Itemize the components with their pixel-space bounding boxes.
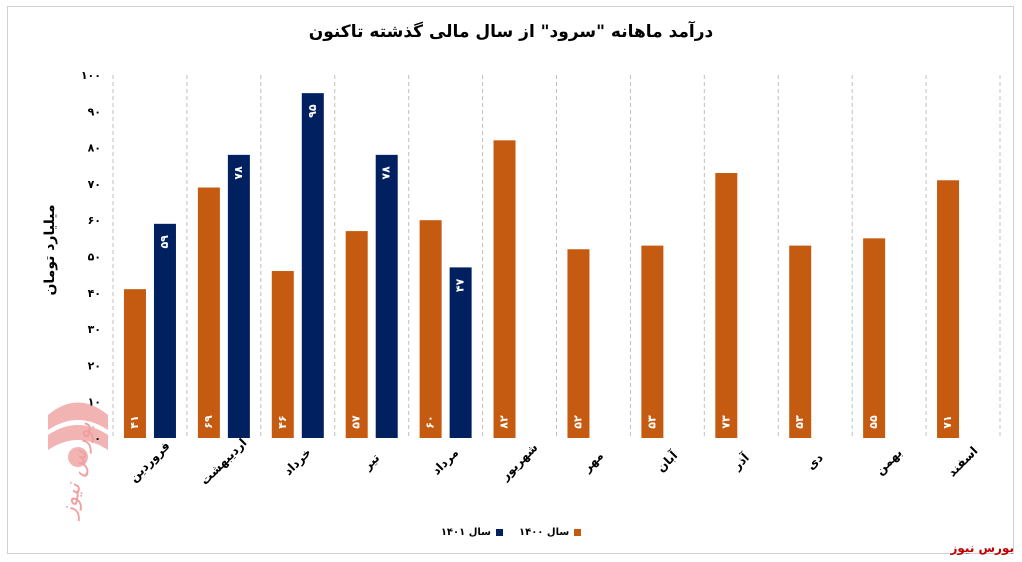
bar-s0-7 xyxy=(641,245,664,438)
legend-item-1400: سال ۱۴۰۰ xyxy=(519,527,582,538)
x-tick-label-0: فروردین xyxy=(127,439,174,486)
y-tick-label-7: ۷۰ xyxy=(88,178,101,191)
y-tick-label-0: ۰ xyxy=(94,432,101,445)
x-tick-label-1: اردیبهشت xyxy=(198,436,250,488)
y-tick-label-6: ۶۰ xyxy=(88,214,101,227)
bar-label-s0-1: ۶۹ xyxy=(202,415,215,429)
bar-s0-0 xyxy=(123,289,146,438)
bar-label-s0-6: ۵۲ xyxy=(571,415,584,429)
y-tick-label-3: ۳۰ xyxy=(88,323,101,336)
x-tick-label-3: تیر xyxy=(360,451,383,474)
bar-s0-6 xyxy=(567,249,590,438)
x-tick-label-2: خرداد xyxy=(281,445,314,478)
bar-s0-9 xyxy=(789,245,812,438)
bar-s0-11 xyxy=(937,180,960,438)
bar-s0-10 xyxy=(863,238,886,438)
watermark-logo-icon xyxy=(48,402,108,467)
y-tick-label-1: ۱۰ xyxy=(88,396,101,409)
bar-label-s1-1: ۷۸ xyxy=(232,166,245,180)
bar-s1-2 xyxy=(301,93,324,439)
bar-label-s1-3: ۷۸ xyxy=(380,166,393,180)
bar-label-s0-2: ۴۶ xyxy=(276,415,289,428)
chart-legend: سال ۱۴۰۰ سال ۱۴۰۱ xyxy=(0,527,1022,538)
bar-s0-5 xyxy=(493,140,516,438)
legend-swatch-1400 xyxy=(574,529,582,536)
legend-item-1401: سال ۱۴۰۱ xyxy=(441,527,503,538)
bar-label-s1-2: ۹۵ xyxy=(306,104,319,118)
brand-footer: بورس نیوز xyxy=(950,541,1014,555)
bar-label-s1-0: ۵۹ xyxy=(158,235,171,249)
chart-frame xyxy=(7,6,1014,554)
bar-s1-1 xyxy=(227,154,250,439)
y-tick-label-5: ۵۰ xyxy=(88,251,101,264)
legend-label-1400: سال ۱۴۰۰ xyxy=(519,527,570,538)
legend-label-1401: سال ۱۴۰۱ xyxy=(440,527,491,538)
bar-label-s0-5: ۸۲ xyxy=(498,415,511,429)
bar-label-s0-10: ۵۵ xyxy=(867,415,880,429)
legend-swatch-1401 xyxy=(496,529,503,536)
bar-s0-8 xyxy=(715,173,738,438)
bar-s0-1 xyxy=(197,187,220,438)
bar-label-s0-4: ۶۰ xyxy=(424,415,437,428)
x-tick-label-7: آبان xyxy=(653,447,681,475)
y-tick-label-8: ۸۰ xyxy=(88,142,101,155)
x-tick-label-9: دی xyxy=(804,451,826,473)
chart-title: درآمد ماهانه "سرود" از سال مالی گذشته تا… xyxy=(308,22,714,42)
x-tick-label-6: مهر xyxy=(579,449,606,476)
x-tick-label-4: مرداد xyxy=(429,446,461,478)
bar-s1-0 xyxy=(153,223,176,438)
x-tick-label-8: آذر xyxy=(728,449,752,473)
x-tick-label-11: اسفند xyxy=(945,444,981,480)
bar-label-s0-11: ۷۱ xyxy=(941,415,954,428)
y-tick-label-10: ۱۰۰ xyxy=(81,69,101,82)
bar-s0-4 xyxy=(419,220,442,438)
y-tick-label-9: ۹۰ xyxy=(88,105,101,118)
bar-s1-3 xyxy=(375,154,398,439)
bar-label-s0-9: ۵۳ xyxy=(793,415,806,429)
bar-s0-3 xyxy=(345,231,368,438)
y-tick-label-4: ۴۰ xyxy=(88,287,101,300)
bar-s0-2 xyxy=(271,271,294,438)
bar-label-s0-7: ۵۳ xyxy=(645,415,658,429)
bar-label-s0-3: ۵۷ xyxy=(350,415,363,429)
bar-label-s0-8: ۷۳ xyxy=(719,415,732,429)
x-tick-label-5: شهریور xyxy=(497,440,541,484)
bar-s1-4 xyxy=(449,267,472,438)
y-tick-label-2: ۲۰ xyxy=(88,359,101,372)
bar-label-s0-0: ۴۱ xyxy=(128,415,141,428)
x-tick-label-10: بهمن xyxy=(873,446,905,478)
bar-label-s1-4: ۴۷ xyxy=(454,278,467,292)
